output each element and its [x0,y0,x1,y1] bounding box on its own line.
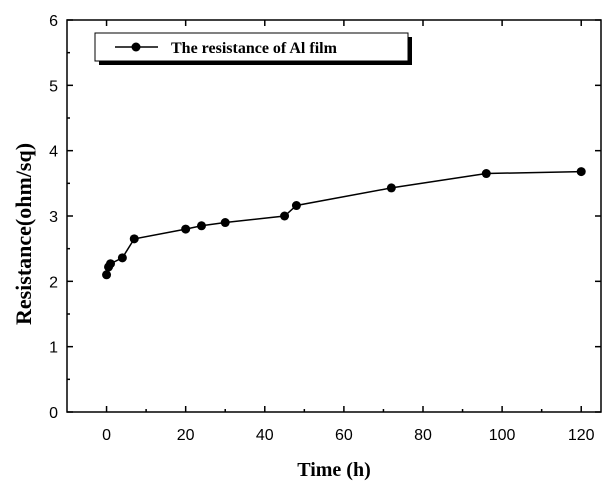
legend: The resistance of Al film [94,32,412,65]
x-tick-label: 20 [177,427,195,444]
x-tick-label: 60 [335,427,353,444]
y-tick-label: 1 [49,340,58,357]
y-tick-label: 3 [49,209,58,226]
x-axis: 0 20 40 60 80 100 120 [102,20,595,444]
series-layer [102,167,586,280]
data-point [102,270,112,280]
data-point [129,234,139,244]
y-tick-label: 5 [49,78,58,95]
x-axis-title: Time (h) [297,459,371,481]
x-tick-label: 100 [489,427,516,444]
data-point [106,259,116,269]
y-tick-label: 6 [49,13,58,30]
legend-label: The resistance of Al film [171,40,338,57]
data-point [220,218,230,228]
plot-frame [66,19,602,413]
y-axis-title: Resistance(ohm/sq) [11,143,36,325]
data-point [117,253,127,263]
x-tick-label: 40 [256,427,274,444]
data-point [481,169,491,179]
series-line [105,170,582,275]
x-tick-label: 80 [414,427,432,444]
data-point [196,221,206,231]
data-point [280,211,290,221]
data-point [576,167,586,177]
y-tick-label: 0 [49,405,58,422]
legend-marker [131,42,141,52]
y-tick-label: 2 [49,274,58,291]
x-tick-label: 120 [568,427,595,444]
y-axis: 0 1 2 3 4 5 6 [49,13,601,422]
y-tick-label: 4 [49,144,58,161]
data-point [386,183,396,193]
data-point [291,201,301,211]
x-tick-label: 0 [102,427,111,444]
data-point [181,224,191,234]
